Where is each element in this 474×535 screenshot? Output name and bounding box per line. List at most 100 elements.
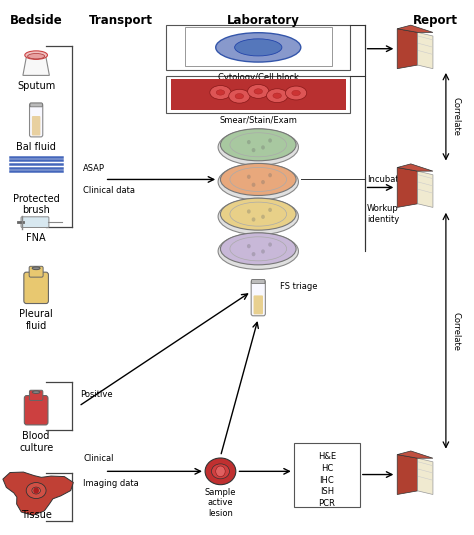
Circle shape [252, 182, 255, 187]
Polygon shape [23, 55, 49, 75]
Circle shape [268, 139, 272, 143]
Text: HC: HC [321, 464, 333, 473]
Text: Positive: Positive [80, 390, 113, 399]
Ellipse shape [229, 89, 250, 103]
Text: Pleural
fluid: Pleural fluid [19, 309, 53, 331]
Text: Laboratory: Laboratory [227, 14, 300, 27]
FancyBboxPatch shape [30, 103, 42, 107]
Text: FNA: FNA [27, 233, 46, 243]
Text: Clinical data: Clinical data [83, 186, 136, 195]
Circle shape [247, 244, 251, 248]
Ellipse shape [210, 86, 231, 100]
Circle shape [252, 217, 255, 221]
Circle shape [247, 174, 251, 179]
FancyBboxPatch shape [29, 390, 43, 401]
Text: Tissue: Tissue [21, 510, 52, 520]
FancyBboxPatch shape [24, 272, 48, 303]
Text: Blood
culture: Blood culture [19, 431, 53, 453]
Circle shape [216, 466, 225, 477]
Text: Bedside: Bedside [10, 14, 63, 27]
Ellipse shape [285, 86, 307, 100]
Polygon shape [397, 164, 433, 171]
FancyBboxPatch shape [29, 266, 43, 277]
Ellipse shape [266, 89, 288, 103]
Text: Smear/Stain/Exam: Smear/Stain/Exam [219, 116, 297, 125]
Ellipse shape [292, 90, 301, 96]
Text: Transport: Transport [89, 14, 153, 27]
Bar [294, 442, 360, 507]
Polygon shape [418, 33, 433, 68]
Text: FS triage: FS triage [280, 281, 317, 291]
Bar [166, 77, 350, 113]
Ellipse shape [218, 233, 299, 269]
Ellipse shape [220, 233, 296, 265]
Ellipse shape [273, 93, 282, 98]
Text: ISH: ISH [320, 487, 334, 496]
Ellipse shape [220, 198, 296, 230]
Circle shape [247, 209, 251, 213]
Text: Correlate: Correlate [452, 312, 461, 351]
Polygon shape [397, 455, 418, 494]
Ellipse shape [26, 483, 46, 499]
FancyBboxPatch shape [251, 280, 265, 316]
Text: Workup
identity: Workup identity [367, 204, 399, 224]
Ellipse shape [218, 164, 299, 200]
Circle shape [268, 173, 272, 177]
Polygon shape [3, 472, 73, 515]
Text: Incubate: Incubate [367, 175, 404, 184]
Text: Correlate: Correlate [452, 97, 461, 136]
Ellipse shape [205, 458, 236, 485]
Polygon shape [397, 25, 433, 33]
Text: H&E: H&E [318, 452, 336, 461]
Ellipse shape [235, 94, 244, 99]
Polygon shape [418, 458, 433, 494]
FancyBboxPatch shape [24, 395, 48, 425]
Polygon shape [397, 167, 418, 208]
Circle shape [261, 146, 265, 150]
Ellipse shape [235, 39, 282, 56]
Ellipse shape [32, 487, 40, 494]
Circle shape [252, 252, 255, 256]
Text: IHC: IHC [319, 476, 334, 485]
Text: Protected
brush: Protected brush [13, 194, 60, 216]
Ellipse shape [25, 51, 47, 59]
Circle shape [261, 215, 265, 219]
Bar [171, 79, 346, 110]
Polygon shape [418, 171, 433, 208]
Circle shape [268, 208, 272, 212]
Ellipse shape [216, 90, 225, 95]
Circle shape [261, 249, 265, 254]
Text: Report: Report [413, 14, 458, 27]
Circle shape [268, 242, 272, 247]
Ellipse shape [220, 164, 296, 195]
Ellipse shape [211, 464, 229, 479]
Polygon shape [397, 29, 418, 68]
Ellipse shape [32, 391, 40, 393]
Circle shape [261, 180, 265, 184]
Ellipse shape [218, 198, 299, 235]
FancyBboxPatch shape [21, 217, 49, 227]
Ellipse shape [216, 33, 301, 62]
Text: Clinical: Clinical [83, 454, 114, 463]
FancyBboxPatch shape [252, 279, 265, 284]
Text: Sputum: Sputum [17, 81, 55, 91]
Text: Sample
active
lesion: Sample active lesion [205, 488, 236, 518]
FancyBboxPatch shape [32, 116, 40, 135]
FancyBboxPatch shape [254, 295, 263, 315]
Text: Cytology/Cell block: Cytology/Cell block [218, 73, 299, 82]
Bar [185, 27, 331, 66]
Bar [166, 25, 350, 70]
Ellipse shape [32, 267, 40, 270]
Ellipse shape [27, 54, 45, 59]
Ellipse shape [247, 85, 269, 98]
Text: Imaging data: Imaging data [83, 479, 139, 488]
Circle shape [252, 148, 255, 152]
FancyBboxPatch shape [29, 103, 43, 137]
Text: ASAP: ASAP [83, 164, 105, 172]
Ellipse shape [254, 89, 263, 94]
Ellipse shape [218, 129, 299, 165]
Circle shape [33, 487, 39, 494]
Text: PCR: PCR [319, 499, 335, 508]
Ellipse shape [220, 129, 296, 161]
Text: Bal fluid: Bal fluid [16, 142, 56, 151]
